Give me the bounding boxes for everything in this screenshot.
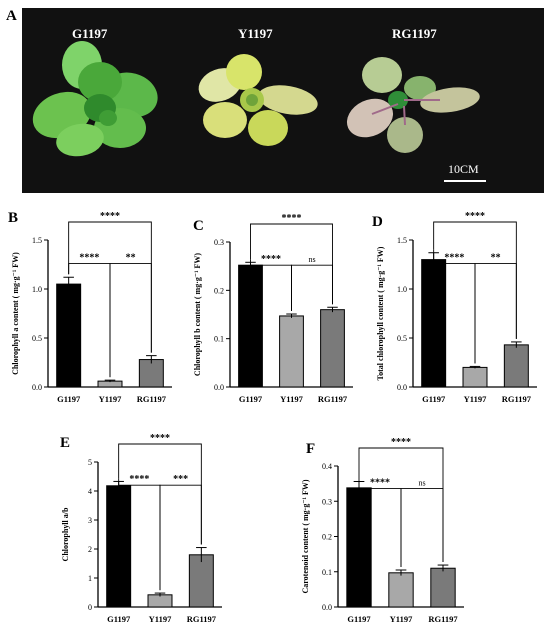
significance-bracket-e	[159, 484, 202, 591]
bar-e	[188, 554, 214, 608]
panel-letter-c: C	[193, 218, 204, 234]
y-axis-label-f: Carotenoid content ( mg·g⁻¹ FW)	[301, 479, 310, 593]
plant-y1197	[198, 54, 318, 146]
bar-f	[346, 487, 372, 608]
significance-label-c: ****	[282, 213, 302, 224]
y-tick-label-f: 0.1	[322, 568, 332, 577]
y-tick-label-d: 1.0	[397, 285, 407, 294]
x-tick-label-d: G1197	[422, 394, 446, 404]
significance-bracket-c	[250, 223, 333, 305]
y-tick-label-c: 0.3	[214, 238, 224, 247]
y-axis-label-e: Chlorophyll a/b	[61, 507, 70, 561]
y-tick-label-f: 0.3	[322, 497, 332, 506]
y-tick-label-e: 1	[88, 574, 92, 583]
y-tick-label-f: 0.2	[322, 533, 332, 542]
bar-c	[279, 315, 304, 388]
bar-f	[388, 572, 414, 608]
y-tick-label-e: 2	[88, 545, 92, 554]
y-tick-label-b: 0.5	[32, 334, 42, 343]
bar-d	[503, 344, 529, 388]
y-tick-label-e: 3	[88, 516, 92, 525]
bar-d	[421, 259, 447, 388]
x-tick-label-b: RG1197	[137, 394, 167, 404]
significance-label-b: ****	[79, 253, 99, 264]
x-tick-label-f: RG1197	[428, 614, 458, 624]
y-axis-label-c: Chlorophyll b content ( mg·g⁻¹ FW)	[193, 253, 202, 376]
x-tick-label-e: G1197	[107, 614, 131, 624]
y-tick-label-e: 0	[88, 603, 92, 612]
y-tick-label-e: 4	[88, 487, 92, 496]
bar-d	[462, 366, 488, 388]
significance-label-d: ****	[465, 211, 485, 222]
photo-label-g1197: G1197	[72, 26, 108, 41]
x-tick-label-f: Y1197	[390, 614, 413, 624]
chart-panel-b: B 0.0 0.5 1.0 1.5 Chlorophyll a content ( mg·…	[8, 210, 172, 404]
x-tick-label-b: G1197	[57, 394, 81, 404]
panel-letter-d: D	[372, 214, 383, 230]
y-tick-label-b: 0.0	[32, 383, 42, 392]
significance-label-f: ****	[370, 478, 390, 489]
significance-label-d: ****	[444, 253, 464, 264]
significance-label-b: **	[126, 253, 136, 264]
plant-photo-panel: A G1197 Y1197 RG1197 10CM	[6, 8, 544, 193]
x-tick-label-e: RG1197	[187, 614, 217, 624]
panel-letter-b: B	[8, 210, 18, 226]
bar-f	[430, 567, 456, 608]
significance-label-c: ns	[308, 255, 315, 264]
plant-rg1197	[346, 57, 480, 153]
y-axis-label-d: Total chlorophyll content ( mg·g⁻¹ FW)	[376, 246, 385, 380]
bar-e	[147, 594, 173, 608]
bar-c	[238, 264, 263, 388]
y-tick-label-c: 0.1	[214, 335, 224, 344]
chart-panel-f: F 0.0 0.1 0.2 0.3 0.4 Carotenoid content ( mg·…	[301, 437, 464, 624]
photo-label-y1197: Y1197	[238, 26, 273, 41]
scale-bar-label: 10CM	[448, 162, 479, 176]
bar-b	[56, 283, 82, 388]
y-tick-label-b: 1.5	[32, 236, 42, 245]
y-tick-label-c: 0.2	[214, 286, 224, 295]
bar-c	[320, 309, 345, 388]
significance-label-e: ****	[129, 474, 149, 485]
chart-panel-e: E 0 1 2 3 4 5 Chlorophyll a/b G1197 Y1197 RG1197 **…	[60, 433, 222, 624]
y-tick-label-d: 0.0	[397, 383, 407, 392]
y-tick-label-f: 0.0	[322, 603, 332, 612]
significance-label-f: ****	[391, 437, 411, 448]
significance-label-b: ****	[100, 211, 120, 222]
significance-label-e: ***	[173, 474, 188, 485]
bar-e	[106, 485, 132, 608]
significance-label-e: ****	[150, 433, 170, 444]
x-tick-label-c: Y1197	[280, 394, 303, 404]
bar-charts-area: B 0.0 0.5 1.0 1.5 Chlorophyll a content ( mg·…	[8, 210, 537, 624]
bar-b	[138, 359, 164, 388]
significance-bracket-d	[474, 263, 517, 364]
significance-label-c: ****	[261, 254, 281, 265]
photo-label-rg1197: RG1197	[392, 26, 437, 41]
x-tick-label-f: G1197	[347, 614, 371, 624]
panel-letter-a: A	[6, 8, 17, 24]
plant-g1197	[32, 41, 158, 157]
significance-bracket-f	[400, 488, 444, 567]
significance-bracket-b	[109, 263, 152, 378]
x-tick-label-c: G1197	[239, 394, 263, 404]
y-tick-label-d: 1.5	[397, 236, 407, 245]
significance-label-f: ns	[418, 479, 425, 488]
y-axis-label-b: Chlorophyll a content ( mg·g⁻¹ FW)	[11, 252, 20, 375]
y-tick-label-b: 1.0	[32, 285, 42, 294]
y-tick-label-c: 0.0	[214, 383, 224, 392]
x-tick-label-c: RG1197	[318, 394, 348, 404]
panel-letter-e: E	[60, 435, 70, 451]
x-tick-label-d: Y1197	[464, 394, 487, 404]
x-tick-label-b: Y1197	[99, 394, 122, 404]
y-tick-label-e: 5	[88, 458, 92, 467]
significance-label-d: **	[491, 253, 501, 264]
y-tick-label-d: 0.5	[397, 334, 407, 343]
x-tick-label-e: Y1197	[149, 614, 172, 624]
chart-panel-d: D 0.0 0.5 1.0 1.5 Total chlorophyll content (…	[372, 211, 537, 404]
panel-letter-f: F	[306, 441, 315, 457]
y-tick-label-f: 0.4	[322, 462, 332, 471]
x-tick-label-d: RG1197	[502, 394, 532, 404]
significance-bracket-c	[291, 264, 333, 312]
chart-panel-c: C 0.0 0.1 0.2 0.3 Chlorophyll b content ( mg·…	[193, 213, 353, 404]
